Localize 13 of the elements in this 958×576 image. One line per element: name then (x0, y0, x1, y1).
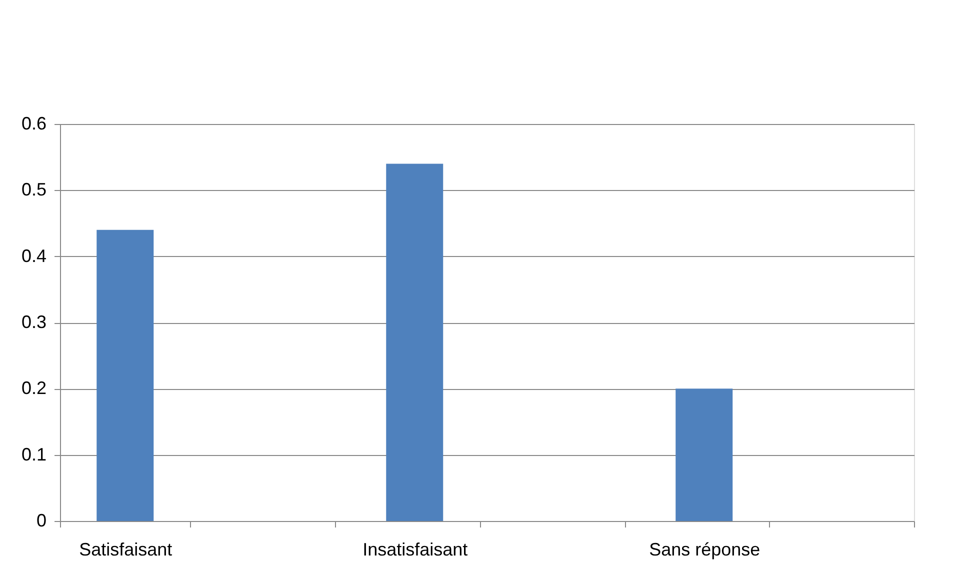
y-tick-label: 0.3 (21, 312, 46, 332)
bar (386, 164, 444, 521)
y-tick-label: 0.4 (21, 246, 46, 266)
x-tick-label: Satisfaisant (79, 540, 172, 560)
x-tick-label: Insatisfaisant (362, 540, 468, 560)
x-tick-label: Sans réponse (649, 540, 760, 560)
y-tick-label: 0.2 (21, 378, 46, 398)
y-tick-label: 0 (36, 510, 46, 530)
bar (676, 388, 733, 521)
y-tick-label: 0.1 (21, 444, 46, 464)
bar (96, 230, 154, 521)
y-tick-label: 0.6 (21, 114, 46, 134)
y-tick-label: 0.5 (21, 180, 46, 200)
